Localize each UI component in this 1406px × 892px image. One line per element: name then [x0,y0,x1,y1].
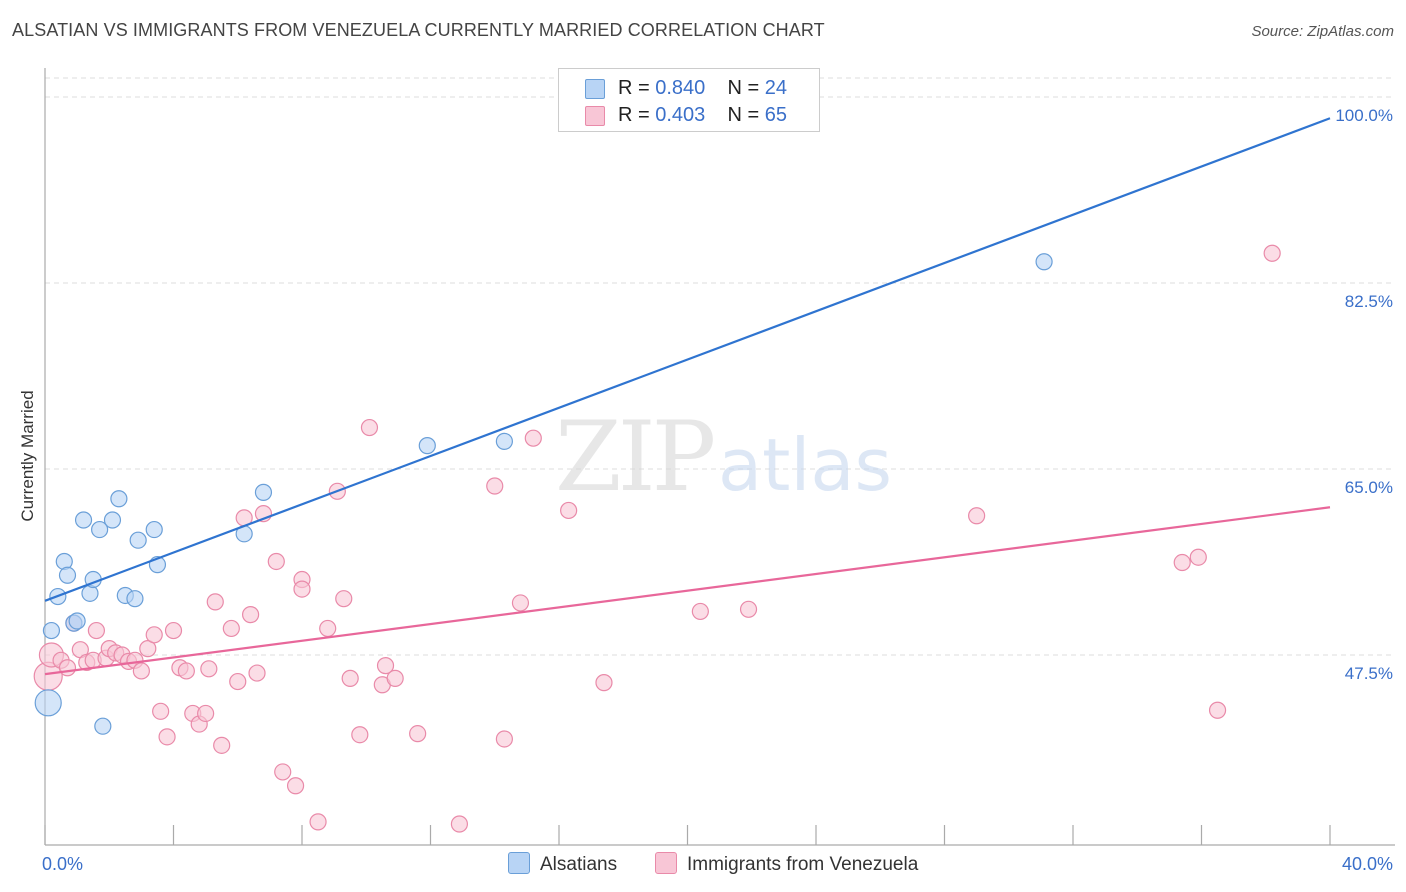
bottom-legend-venezuela: Immigrants from Venezuela [655,852,918,876]
alsatians-point [91,520,109,539]
watermark-atlas: atlas [718,423,892,507]
venezuela-point [1263,244,1281,262]
series-alsatians-points [34,253,1053,735]
venezuela-point [248,664,266,682]
bottom-legend-alsatians: Alsatians [508,852,617,876]
alsatians-point [495,432,513,450]
y-tick-label: 65.0% [1345,478,1393,497]
venezuela-point [360,418,379,437]
venezuela-point [319,619,337,638]
venezuela-point [335,590,353,608]
venezuela-point [274,763,292,781]
legend-r-value: 0.403 [655,104,706,126]
venezuela-point [309,813,327,831]
legend-swatch-pink [585,106,605,126]
alsatians-point [126,590,144,608]
venezuela-point [1208,701,1227,719]
venezuela-point [242,606,260,624]
venezuela-point [351,726,369,744]
series-venezuela-points [33,244,1281,833]
venezuela-point [200,660,218,678]
legend-n-value: 24 [764,77,788,99]
venezuela-point [968,507,986,525]
venezuela-point [158,728,176,746]
venezuela-point [495,730,513,748]
venezuela-point [486,477,504,495]
venezuela-point [376,657,395,675]
venezuela-point [450,815,469,833]
legend-n-label: N = [727,104,760,126]
venezuela-point [132,662,150,680]
legend-n-value: 65 [764,104,788,126]
venezuela-point [206,593,224,611]
bottom-legend-label: Immigrants from Venezuela [687,854,919,875]
venezuela-point [286,777,305,795]
bottom-legend-swatch-pink [655,852,677,874]
tick-labels: 47.5% 65.0% 82.5% 100.0% 0.0% 40.0% [42,106,1393,874]
venezuela-trend-line [44,506,1331,676]
venezuela-point [213,736,231,754]
legend-n-label: N = [727,77,760,99]
venezuela-point [409,725,427,743]
alsatians-point [110,490,128,508]
venezuela-point [293,580,311,598]
chart-title: ALSATIAN VS IMMIGRANTS FROM VENEZUELA CU… [12,20,825,40]
y-tick-label: 82.5% [1345,292,1393,311]
correlation-legend: R = 0.840 N = 24 R = 0.403 N = 65 [558,68,820,132]
venezuela-point [267,552,285,571]
alsatians-point [58,566,77,584]
venezuela-point [341,669,359,687]
alsatians-point [42,621,61,640]
alsatians-point [1035,253,1053,271]
alsatians-point [103,511,122,529]
y-tick-label: 47.5% [1345,664,1393,683]
venezuela-point [139,640,157,658]
alsatians-point [145,520,163,539]
venezuela-point [739,600,758,618]
venezuela-point [229,672,247,691]
venezuela-point [511,594,530,612]
gridlines [45,77,1395,656]
venezuela-point [197,704,215,723]
x-tick-label: 0.0% [42,854,83,874]
venezuela-point [152,702,170,720]
alsatians-point [254,483,273,501]
alsatians-trend-line [44,117,1331,602]
alsatians-point [68,612,86,630]
venezuela-point [58,659,77,677]
venezuela-point [87,621,106,640]
venezuela-point [595,674,613,692]
venezuela-point [177,662,195,680]
trend-lines [44,117,1331,676]
venezuela-point [164,621,183,640]
bottom-legend-swatch-blue [508,852,530,874]
x-tick-label: 40.0% [1342,854,1393,874]
venezuela-point [145,626,163,644]
bottom-legend-label: Alsatians [540,854,618,875]
legend-r-label: R = [618,77,650,99]
alsatians-point [94,717,112,735]
alsatians-point [34,689,62,717]
legend-r-label: R = [618,104,650,126]
alsatians-point [129,531,147,549]
y-tick-label: 100.0% [1335,106,1393,125]
venezuela-point [560,501,578,520]
venezuela-point [524,429,542,447]
venezuela-point [691,602,709,621]
watermark-zip: ZIP [555,401,714,513]
venezuela-point [1189,548,1207,566]
legend-swatch-blue [585,79,605,99]
legend-r-value: 0.840 [655,77,706,99]
source-label: Source: ZipAtlas.com [1251,23,1394,40]
venezuela-point [1173,553,1191,572]
watermark: ZIP atlas [555,401,892,513]
alsatians-point [74,511,93,529]
alsatians-point [418,437,436,455]
venezuela-point [386,669,404,687]
venezuela-point [222,619,240,638]
